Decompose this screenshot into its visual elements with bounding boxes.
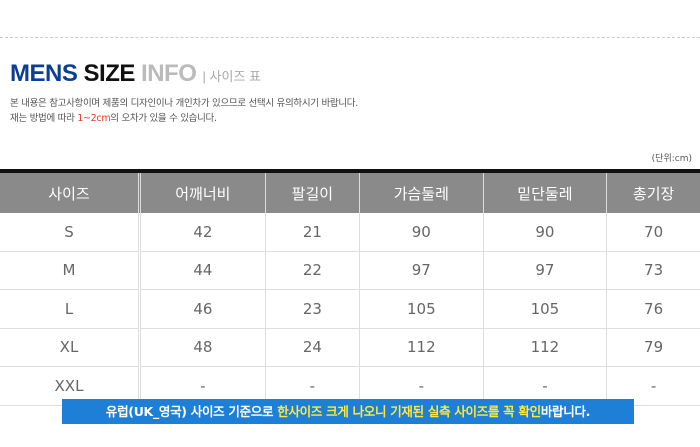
divider (0, 37, 700, 38)
banner-highlight: 한사이즈 크게 나오니 기재된 실측 사이즈를 꼭 확인 (277, 404, 541, 419)
table-cell: 44 (139, 251, 266, 290)
table-row: XL 48 24 112 112 79 (0, 328, 700, 367)
unit-label: (단위:cm) (651, 154, 692, 164)
table-cell: 76 (606, 289, 700, 329)
banner-text: 유럽(UK_영국) 사이즈 기준으로 (105, 404, 278, 419)
title-size: SIZE (83, 60, 136, 87)
table-cell: 22 (264, 251, 361, 290)
page-title: MENS SIZE INFO | 사이즈 표 (10, 60, 261, 88)
column-header: 가슴둘레 (359, 171, 484, 213)
table-cell: 48 (139, 328, 266, 367)
size-table: 사이즈 어깨너비 팔길이 가슴둘레 밑단둘레 총기장 S 42 21 90 90 70 M 44 22 97… (0, 169, 700, 406)
column-header: 사이즈 (0, 171, 141, 213)
table-cell: - (606, 366, 700, 406)
table-row: M 44 22 97 97 73 (0, 251, 700, 290)
note-text: 의 오차가 있을 수 있습니다. (110, 113, 217, 124)
table-cell: 23 (264, 289, 361, 329)
table-cell: 73 (606, 251, 700, 290)
note-line-2: 재는 방법에 따라 1~2cm의 오차가 있을 수 있습니다. (10, 110, 217, 124)
table-cell: S (0, 213, 141, 252)
title-info: INFO (141, 60, 197, 87)
table-row: XXL - - - - - (0, 366, 700, 406)
table-cell: 105 (482, 289, 608, 329)
table-cell: L (0, 289, 141, 329)
table-cell: M (0, 251, 141, 290)
table-cell: 112 (359, 328, 484, 367)
column-header: 팔길이 (264, 171, 360, 213)
table-cell: 97 (482, 251, 608, 290)
table-cell: 105 (359, 289, 484, 329)
table-cell: 79 (606, 328, 700, 367)
table-cell: 90 (482, 213, 608, 252)
title-mens: MENS (10, 60, 78, 87)
table-cell: XL (0, 328, 141, 367)
banner-text: 바랍니다. (540, 404, 591, 419)
table-cell: 46 (139, 289, 266, 329)
table-cell: 70 (606, 213, 700, 252)
table-cell: XXL (0, 366, 141, 406)
note-tolerance: 1~2cm (77, 113, 111, 124)
table-row: S 42 21 90 90 70 (0, 213, 700, 252)
table-header-row: 사이즈 어깨너비 팔길이 가슴둘레 밑단둘레 총기장 (0, 171, 700, 213)
column-header: 어깨너비 (139, 171, 266, 213)
table-cell: - (359, 366, 484, 406)
column-header: 총기장 (606, 171, 700, 213)
note-text: 재는 방법에 따라 (10, 113, 78, 124)
note-line-1: 본 내용은 참고사항이며 제품의 디자인이나 개인차가 있으므로 선택시 유의하… (10, 98, 358, 109)
column-header: 밑단둘레 (482, 171, 607, 213)
table-cell: 21 (264, 213, 361, 252)
title-sub: | 사이즈 표 (202, 69, 261, 84)
table-row: L 46 23 105 105 76 (0, 289, 700, 329)
table-cell: 112 (482, 328, 608, 367)
table-cell: 90 (359, 213, 484, 252)
table-cell: 97 (359, 251, 484, 290)
table-cell: 24 (264, 328, 361, 367)
notice-banner: 유럽(UK_영국) 사이즈 기준으로 한사이즈 크게 나오니 기재된 실측 사이… (62, 399, 634, 424)
table-cell: 42 (139, 213, 266, 252)
